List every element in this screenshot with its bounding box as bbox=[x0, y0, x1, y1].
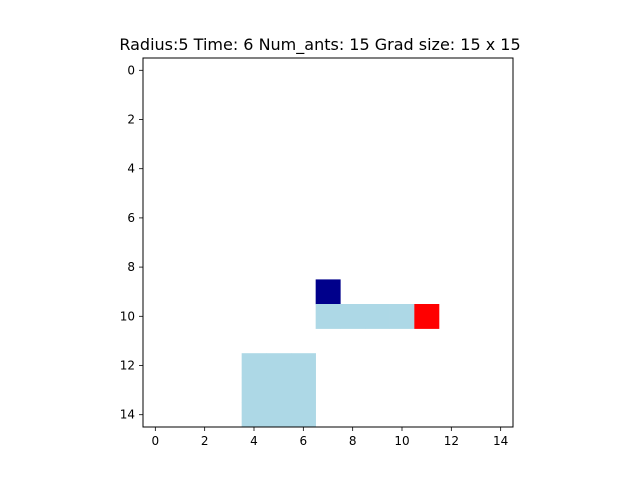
heatmap-cell-r9-c7 bbox=[315, 279, 341, 305]
heatmap-cell-r13-c4 bbox=[241, 377, 267, 403]
y-tick-label: 10 bbox=[120, 309, 135, 323]
heatmap-cell-r13-c5 bbox=[266, 377, 292, 403]
heatmap-cells bbox=[241, 279, 440, 428]
plot-frame bbox=[142, 57, 514, 428]
x-tick-label: 2 bbox=[201, 434, 209, 448]
y-tick-label: 2 bbox=[127, 113, 135, 127]
y-tick-label: 12 bbox=[120, 359, 135, 373]
x-tick-label: 4 bbox=[250, 434, 258, 448]
y-tick-label: 6 bbox=[127, 211, 135, 225]
heatmap-cell-r12-c5 bbox=[266, 353, 292, 379]
heatmap-cell-r10-c7 bbox=[315, 304, 341, 329]
y-tick-label: 0 bbox=[127, 63, 135, 77]
x-tick-label: 12 bbox=[444, 434, 459, 448]
x-tick-label: 6 bbox=[300, 434, 308, 448]
heatmap-cell-r12-c6 bbox=[291, 353, 316, 379]
heatmap-cell-r10-c11 bbox=[414, 304, 440, 329]
heatmap-cell-r14-c5 bbox=[266, 402, 292, 428]
heatmap-cell-r10-c8 bbox=[340, 304, 366, 329]
x-tick-label: 8 bbox=[349, 434, 357, 448]
heatmap-cell-r14-c4 bbox=[241, 402, 267, 428]
x-tick-label: 10 bbox=[394, 434, 409, 448]
y-tick-label: 8 bbox=[127, 260, 135, 274]
heatmap-cell-r10-c10 bbox=[389, 304, 415, 329]
chart-title: Radius:5 Time: 6 Num_ants: 15 Grad size:… bbox=[119, 35, 520, 55]
heatmap-cell-r12-c4 bbox=[241, 353, 267, 379]
y-tick-label: 14 bbox=[120, 408, 135, 422]
x-tick-label: 14 bbox=[493, 434, 508, 448]
x-axis: 0 2 4 6 8 10 12 14 bbox=[152, 427, 508, 448]
y-tick-label: 4 bbox=[127, 162, 135, 176]
heatmap-cell-r13-c6 bbox=[291, 377, 316, 403]
heatmap-cell-r14-c6 bbox=[291, 402, 316, 428]
x-tick-label: 0 bbox=[152, 434, 160, 448]
heatmap-cell-r10-c9 bbox=[365, 304, 390, 329]
y-axis: 0 2 4 6 8 10 12 14 bbox=[120, 63, 143, 422]
